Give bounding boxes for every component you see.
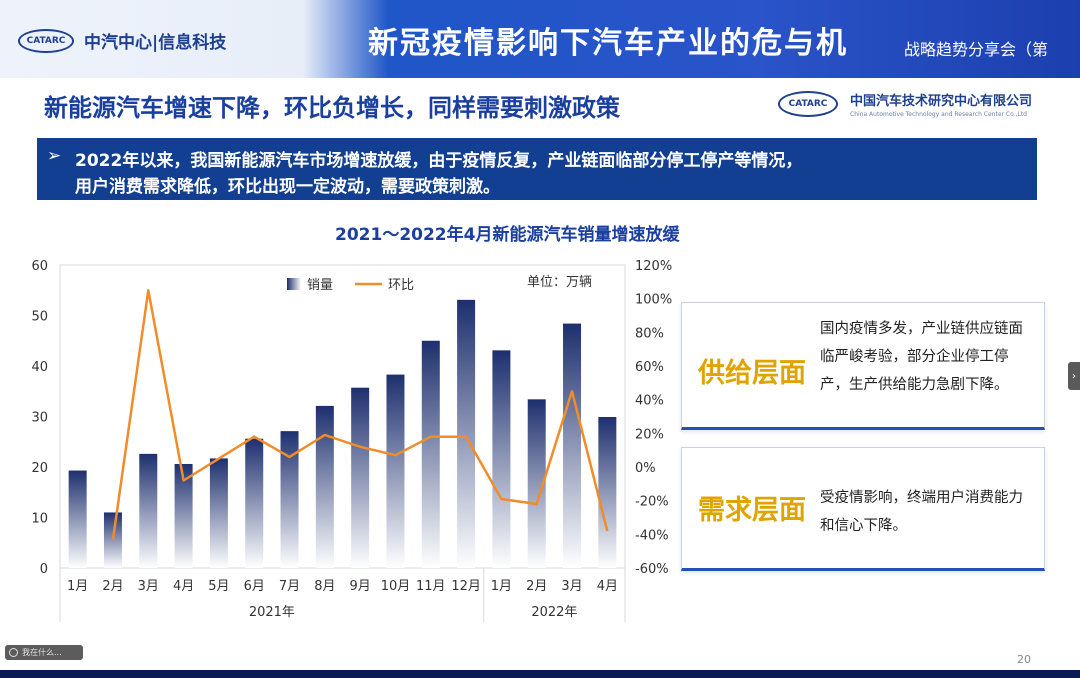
- x-tick-label: 12月: [451, 579, 481, 594]
- summary-line-2: 用户消费需求降低，环比出现一定波动，需要政策刺激。: [75, 177, 500, 197]
- y-right-tick-label: 100%: [635, 293, 672, 308]
- x-tick-label: 10月: [381, 579, 411, 594]
- x-tick-label: 1月: [67, 579, 88, 594]
- x-tick-label: 6月: [244, 579, 265, 594]
- slide-heading: 新能源汽车增速下降，环比负增长，同样需要刺激政策: [44, 94, 620, 122]
- y-right-tick-label: 20%: [635, 427, 664, 442]
- plot-frame: [59, 264, 626, 569]
- line-mom: [111, 289, 609, 540]
- x-tick-label: 9月: [350, 579, 371, 594]
- bar-sales: [386, 374, 405, 568]
- demand-panel-title: 需求层面: [698, 495, 806, 526]
- y-left-tick-label: 50: [31, 310, 48, 325]
- company-logo: CATARC 中国汽车技术研究中心有限公司 China Automotive T…: [778, 90, 1032, 118]
- y-right-tick-label: -40%: [635, 528, 669, 543]
- presentation-title: 新冠疫情影响下汽车产业的危与机: [368, 26, 848, 61]
- x-tick-label: 4月: [173, 579, 194, 594]
- y-right-tick-label: -60%: [635, 562, 669, 577]
- legend-bar-swatch: [287, 278, 301, 290]
- supply-panel-text: 国内疫情多发，产业链供应链面临严峻考验，部分企业停工停产，生产供给能力急剧下降。: [820, 321, 1023, 393]
- page-number: 20: [1017, 653, 1031, 666]
- bar-sales: [68, 470, 87, 568]
- arrow-bullet-icon: ➢: [47, 146, 62, 166]
- demand-panel-text: 受疫情影响，终端用户消费能力和信心下降。: [820, 490, 1023, 534]
- bar-sales: [139, 453, 158, 568]
- bar-sales: [492, 350, 511, 568]
- bar-sales: [457, 299, 476, 568]
- y-left-tick-label: 20: [31, 461, 48, 476]
- summary-banner: ➢ 2022年以来，我国新能源汽车市场增速放缓，由于疫情反复，产业链面临部分停工…: [37, 138, 1037, 200]
- y-right-tick-label: 80%: [635, 326, 664, 341]
- sales-chart: 0 10 20 30 40 50 60 -60% -40% -20% 0% 20% 40% 60% 80% 1…: [31, 259, 672, 622]
- y-right-tick-label: -20%: [635, 495, 669, 510]
- top-banner: CATARC 中汽中心|信息科技 新冠疫情影响下汽车产业的危与机 战略趋势分享会…: [0, 0, 1080, 78]
- summary-line-1: 2022年以来，我国新能源汽车市场增速放缓，由于疫情反复，产业链面临部分停工停产…: [75, 151, 803, 171]
- company-name-en: China Automotive Technology and Research…: [850, 111, 1027, 118]
- company-name-cn: 中国汽车技术研究中心有限公司: [850, 94, 1033, 109]
- y-left-tick-label: 10: [31, 512, 48, 527]
- bar-sales: [598, 417, 617, 568]
- bar-sales: [527, 399, 546, 568]
- year-group-label: 2021年: [249, 605, 295, 620]
- y-left-tick-label: 40: [31, 360, 48, 375]
- bar-sales: [174, 463, 193, 568]
- bar-sales: [103, 512, 122, 568]
- x-tick-label: 2月: [102, 579, 123, 594]
- legend-line-label: 环比: [388, 278, 414, 293]
- x-tick-label: 2月: [526, 579, 547, 594]
- x-tick-label: 8月: [314, 579, 335, 594]
- bar-sales: [421, 340, 440, 568]
- bar-sales: [209, 458, 228, 568]
- chart-title: 2021～2022年4月新能源汽车销量增速放缓: [335, 225, 680, 245]
- bottom-border: [0, 670, 1080, 678]
- record-icon: [9, 648, 18, 657]
- bar-sales: [245, 438, 264, 568]
- x-tick-label: 7月: [279, 579, 300, 594]
- x-tick-label: 11月: [416, 579, 446, 594]
- presentation-subtitle: 战略趋势分享会（第: [904, 40, 1049, 59]
- y-right-tick-label: 0%: [635, 461, 656, 476]
- org-name: 中汽中心|信息科技: [84, 33, 227, 53]
- catarc-logo-icon: CATARC: [778, 91, 838, 117]
- y-left-tick-label: 0: [40, 562, 48, 577]
- y-right-tick-label: 120%: [635, 259, 672, 274]
- catarc-logo-icon: CATARC: [18, 28, 74, 53]
- bar-sales: [351, 387, 370, 568]
- brand-logo: CATARC 中汽中心|信息科技: [18, 28, 226, 53]
- supply-panel-title: 供给层面: [698, 358, 806, 389]
- bar-sales: [315, 405, 334, 568]
- bar-sales: [563, 323, 582, 568]
- supply-panel: 供给层面 国内疫情多发，产业链供应链面临严峻考验，部分企业停工停产，生产供给能力…: [681, 302, 1045, 430]
- toolbar-label: 我在什么...: [22, 648, 62, 657]
- year-group-label: 2022年: [531, 605, 577, 620]
- legend-bar-label: 销量: [307, 278, 333, 293]
- y-left-tick-label: 60: [31, 259, 48, 274]
- x-tick-label: 3月: [138, 579, 159, 594]
- x-tick-label: 4月: [597, 579, 618, 594]
- x-tick-label: 1月: [491, 579, 512, 594]
- unit-label: 单位：万辆: [527, 275, 592, 290]
- bar-sales: [280, 431, 299, 568]
- demand-panel: 需求层面 受疫情影响，终端用户消费能力和信心下降。: [681, 447, 1045, 571]
- player-toolbar[interactable]: 我在什么...: [5, 645, 83, 660]
- x-tick-label: 5月: [208, 579, 229, 594]
- y-right-tick-label: 40%: [635, 394, 664, 409]
- y-left-tick-label: 30: [31, 411, 48, 426]
- x-tick-label: 3月: [561, 579, 582, 594]
- y-right-tick-label: 60%: [635, 360, 664, 375]
- side-panel-handle[interactable]: ›: [1068, 362, 1080, 390]
